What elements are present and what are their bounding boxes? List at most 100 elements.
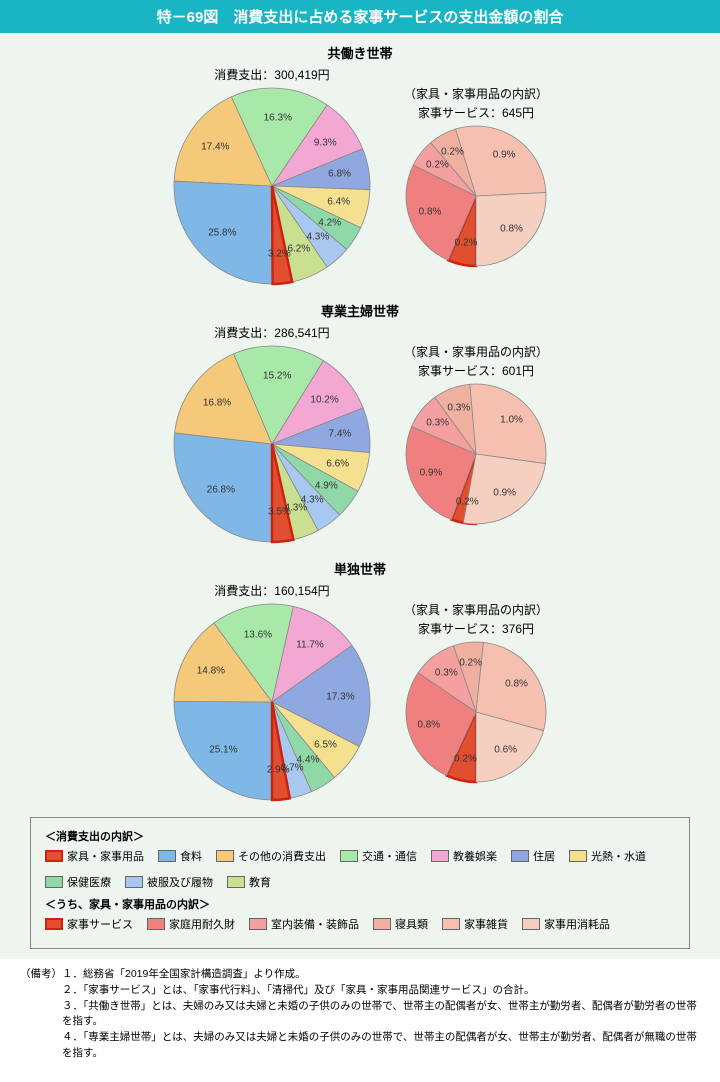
slice-label: 6.4%: [327, 197, 350, 208]
slice-label: 16.3%: [264, 112, 292, 123]
legend-label: 寝具類: [395, 916, 428, 932]
legend-item: その他の消費支出: [216, 848, 326, 864]
slice-label: 16.8%: [203, 397, 231, 408]
slice-label: 26.8%: [207, 484, 235, 495]
legend-item: 寝具類: [373, 916, 428, 932]
slice-label: 7.4%: [328, 429, 351, 440]
slice-label: 0.6%: [494, 745, 517, 756]
chart-section: 共働き世帯 消費支出：300,419円 25.8% 17.4% 16.3% 9.3% 6…: [0, 33, 720, 291]
legend-label: 室内装備・装飾品: [271, 916, 359, 932]
legend-item: 交通・通信: [340, 848, 417, 864]
legend-label: その他の消費支出: [238, 848, 326, 864]
legend-label: 家具・家事用品: [67, 848, 144, 864]
legend-swatch: [340, 850, 358, 862]
legend-swatch: [125, 876, 143, 888]
legend-swatch: [511, 850, 529, 862]
slice-label: 25.8%: [208, 228, 236, 239]
legend-label: 住居: [533, 848, 555, 864]
legend-swatch: [522, 918, 540, 930]
legend-swatch: [147, 918, 165, 930]
slice-label: 2.9%: [267, 765, 290, 776]
legend-label: 食料: [180, 848, 202, 864]
legend-swatch: [431, 850, 449, 862]
sub-chart-label1: （家具・家事用品の内訳）: [404, 343, 548, 360]
sub-chart-label1: （家具・家事用品の内訳）: [404, 601, 548, 618]
slice-label: 9.3%: [314, 137, 337, 148]
legend-swatch: [373, 918, 391, 930]
slice-label: 0.8%: [500, 224, 523, 235]
legend-item: 保健医療: [45, 874, 111, 890]
note-item: ２．「家事サービス」とは、「家事代行料」、「清掃代」及び「家具・家事用品関連サー…: [20, 983, 700, 999]
slice-label: 4.9%: [315, 480, 338, 491]
legend-item: 教養娯楽: [431, 848, 497, 864]
sub-chart-label2: 家事サービス：645円: [418, 104, 534, 121]
legend-label: 家事用消耗品: [544, 916, 610, 932]
legend-item: 食料: [158, 848, 202, 864]
slice-label: 15.2%: [263, 370, 291, 381]
slice-label: 25.1%: [209, 745, 237, 756]
legend-label: 家事雑貨: [464, 916, 508, 932]
slice-label: 0.3%: [447, 402, 470, 413]
legend-item: 被服及び履物: [125, 874, 213, 890]
legend-swatch: [249, 918, 267, 930]
legend-label: 家庭用耐久財: [169, 916, 235, 932]
legend-title-sub: ＜うち、家具・家事用品の内訳＞: [45, 896, 675, 912]
slice-label: 13.6%: [244, 629, 272, 640]
slice-label: 6.8%: [328, 168, 351, 179]
page-title: 特－69図 消費支出に占める家事サービスの支出金額の割合: [0, 0, 720, 33]
main-chart-label: 消費支出：300,419円: [214, 66, 329, 83]
sub-pie: 0.2%0.8%0.3%0.2%0.8%0.6%: [403, 639, 549, 785]
slice-label: 0.9%: [493, 488, 516, 499]
slice-label: 3.2%: [268, 249, 291, 260]
notes: （備考）１．総務省「2019年全国家計構造調査」より作成。 ２．「家事サービス」…: [0, 959, 720, 1082]
legend-label: 光熱・水道: [591, 848, 646, 864]
legend-item: 家事用消耗品: [522, 916, 610, 932]
chart-section: 単独世帯 消費支出：160,154円 25.1%14.8%13.6%11.7%1…: [0, 549, 720, 807]
legend-label: 交通・通信: [362, 848, 417, 864]
slice-label: 4.2%: [318, 218, 341, 229]
slice-label: 10.2%: [310, 394, 338, 405]
slice-label: 0.2%: [426, 160, 449, 171]
legend-label: 教育: [249, 874, 271, 890]
slice-label: 6.6%: [326, 458, 349, 469]
legend-label: 家事サービス: [67, 916, 133, 932]
legend-item: 家具・家事用品: [45, 848, 144, 864]
slice-label: 14.8%: [197, 665, 225, 676]
legend-swatch: [216, 850, 234, 862]
slice-label: 0.3%: [435, 667, 458, 678]
slice-label: 3.5%: [268, 507, 291, 518]
chart-section: 専業主婦世帯 消費支出：286,541円 26.8%16.8%15.2%10.2…: [0, 291, 720, 549]
slice-label: 0.2%: [441, 147, 464, 158]
legend-swatch: [227, 876, 245, 888]
legend-swatch: [45, 850, 63, 862]
slice-label: 0.2%: [459, 657, 482, 668]
slice-label: 0.8%: [419, 207, 442, 218]
slice-label: 0.3%: [426, 417, 449, 428]
legend-swatch: [45, 876, 63, 888]
slice-label: 0.9%: [420, 467, 443, 478]
legend-label: 被服及び履物: [147, 874, 213, 890]
main-pie: 25.8%17.4%16.3%9.3%6.8%6.4%4.2%4.3%6.2%3…: [171, 85, 373, 287]
section-title: 単独世帯: [20, 559, 700, 578]
slice-label: 0.9%: [493, 150, 516, 161]
legend-item: 家事サービス: [45, 916, 133, 932]
legend-swatch: [158, 850, 176, 862]
slice-label: 0.2%: [456, 496, 479, 507]
slice-label: 4.3%: [306, 232, 329, 243]
slice-label: 11.7%: [296, 639, 324, 650]
note-item: ４．「専業主婦世帯」とは、夫婦のみ又は夫婦と未婚の子供のみの世帯で、世帯主の配偶…: [20, 1030, 700, 1062]
section-title: 共働き世帯: [20, 43, 700, 62]
main-pie: 26.8%16.8%15.2%10.2%7.4%6.6%4.9%4.3%4.3%…: [171, 343, 373, 545]
slice-label: 17.4%: [201, 142, 229, 153]
legend-item: 家庭用耐久財: [147, 916, 235, 932]
main-pie: 25.1%14.8%13.6%11.7%17.3%6.5%4.4%3.7%2.9…: [171, 601, 373, 803]
slice-label: 17.3%: [326, 692, 354, 703]
legend-item: 光熱・水道: [569, 848, 646, 864]
legend-swatch: [569, 850, 587, 862]
slice-label: 0.2%: [455, 238, 478, 249]
sub-pie: 0.2% 0.8% 0.2% 0.2% 0.9% 0.8%: [403, 123, 549, 269]
sub-chart-label2: 家事サービス：601円: [418, 362, 534, 379]
legend-title-main: ＜消費支出の内訳＞: [45, 828, 675, 844]
legend-item: 教育: [227, 874, 271, 890]
slice-label: 0.2%: [454, 754, 477, 765]
